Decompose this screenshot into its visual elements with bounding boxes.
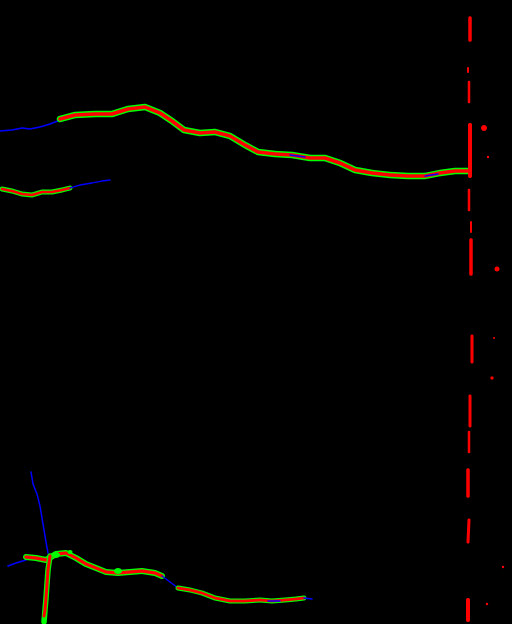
lower-crack-right-tail <box>267 597 313 602</box>
upper-crack-edge <box>56 103 472 180</box>
lower-crack-blob-2 <box>114 568 122 574</box>
right-blob-5 <box>493 337 495 339</box>
left-small-crack-tail <box>69 179 111 189</box>
right-blob-3 <box>494 266 500 272</box>
right-blob-4 <box>490 376 494 380</box>
lower-crack <box>7 471 313 624</box>
right-blob-2 <box>486 155 490 159</box>
left-small-crack <box>0 179 111 198</box>
lower-crack-junction-blob <box>52 552 60 558</box>
right-vertical-crack <box>466 16 505 622</box>
right-vertical-seg-12 <box>466 518 471 544</box>
right-blob-7 <box>485 602 489 606</box>
lower-crack-vertical-branch <box>30 471 49 554</box>
lower-crack-right-core <box>176 586 306 603</box>
upper-crack-core <box>58 105 470 178</box>
upper-crack <box>0 103 472 180</box>
lower-crack-descending-core <box>42 554 52 618</box>
right-blob-1 <box>481 125 487 131</box>
right-blob-6 <box>501 565 505 569</box>
lower-crack-gap <box>161 575 179 589</box>
upper-crack-gap-2 <box>424 173 439 177</box>
upper-crack-gap-1 <box>289 154 306 158</box>
left-small-crack-core <box>0 186 72 197</box>
upper-crack-left-tail <box>0 119 61 132</box>
lower-crack-left-stub <box>7 559 27 567</box>
lower-crack-blob-3 <box>67 550 73 554</box>
